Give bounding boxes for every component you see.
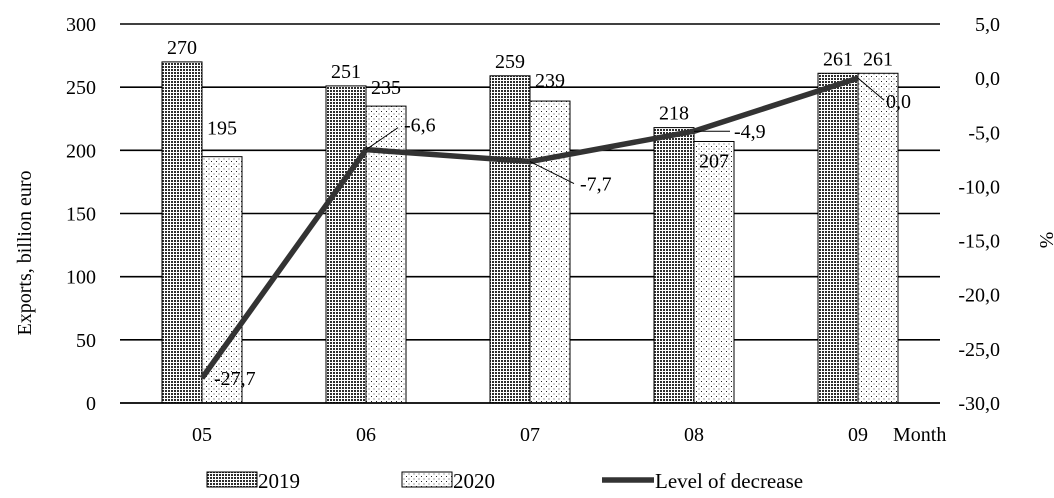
data-label-decrease: -6,6 — [404, 115, 436, 137]
data-label-2020: 207 — [699, 150, 729, 172]
bar-2019 — [489, 75, 531, 404]
x-tick-label: 08 — [684, 424, 704, 446]
y-left-tick-label: 250 — [66, 77, 96, 99]
bar-2019 — [653, 127, 695, 404]
data-label-2019: 259 — [495, 51, 525, 73]
y-right-axis-title: % — [1035, 232, 1054, 249]
y-right-tick-label: -20,0 — [958, 285, 1000, 307]
line-label-leader — [857, 77, 885, 101]
x-tick-label: 09 — [848, 424, 868, 446]
axes: 050100150200250300-30,0-25,0-20,0-15,0-1… — [14, 14, 1054, 446]
data-label-2019: 218 — [659, 103, 689, 125]
legend-label-2020: 2020 — [453, 469, 495, 493]
y-left-tick-label: 0 — [86, 393, 96, 415]
data-label-decrease: -7,7 — [580, 174, 612, 196]
y-right-tick-label: 0,0 — [975, 68, 1000, 90]
legend-label-decrease: Level of decrease — [655, 469, 803, 493]
data-label-2020: 235 — [371, 77, 401, 99]
data-label-2019: 261 — [823, 48, 853, 70]
y-left-axis-title: Exports, billion euro — [14, 171, 36, 336]
data-label-2020: 261 — [863, 48, 893, 70]
y-right-tick-label: 5,0 — [975, 14, 1000, 36]
x-tick-label: 05 — [192, 424, 212, 446]
y-left-tick-label: 150 — [66, 204, 96, 226]
legend-swatch-2019 — [206, 471, 258, 488]
line-label-leader — [529, 161, 575, 184]
line-label-leader — [365, 127, 399, 151]
data-labels: 270 251 259 218 261 195 235 239 207 261 -27,7 -6,6 -… — [167, 37, 911, 390]
data-label-decrease: -27,7 — [214, 368, 256, 390]
bar-2020 — [365, 105, 407, 404]
bar-2019 — [161, 61, 203, 404]
data-label-2019: 270 — [167, 37, 197, 59]
y-right-tick-label: -5,0 — [968, 122, 1000, 144]
x-tick-label: 06 — [356, 424, 376, 446]
data-label-2020: 239 — [535, 70, 565, 92]
data-label-decrease: 0,0 — [886, 91, 911, 113]
data-label-2019: 251 — [331, 61, 361, 83]
x-axis-suffix: Month — [893, 424, 946, 446]
data-label-2020: 195 — [207, 118, 237, 140]
y-right-tick-label: -25,0 — [958, 339, 1000, 361]
bar-2020 — [529, 100, 571, 404]
bars — [161, 61, 899, 404]
y-left-tick-label: 100 — [66, 267, 96, 289]
bar-2019 — [817, 72, 859, 404]
y-left-tick-label: 50 — [76, 330, 96, 352]
bar-2019 — [325, 85, 367, 404]
y-left-tick-label: 300 — [66, 14, 96, 36]
y-right-tick-label: -30,0 — [958, 393, 1000, 415]
y-left-tick-label: 200 — [66, 140, 96, 162]
bar-2020 — [693, 140, 735, 404]
bar-2020 — [857, 72, 899, 404]
data-label-decrease: -4,9 — [734, 121, 766, 143]
legend-label-2019: 2019 — [258, 469, 300, 493]
legend-swatch-2020 — [401, 471, 453, 488]
y-right-tick-label: -10,0 — [958, 176, 1000, 198]
y-right-tick-label: -15,0 — [958, 231, 1000, 253]
x-tick-label: 07 — [520, 424, 540, 446]
legend: 2019 2020 Level of decrease — [206, 469, 803, 493]
